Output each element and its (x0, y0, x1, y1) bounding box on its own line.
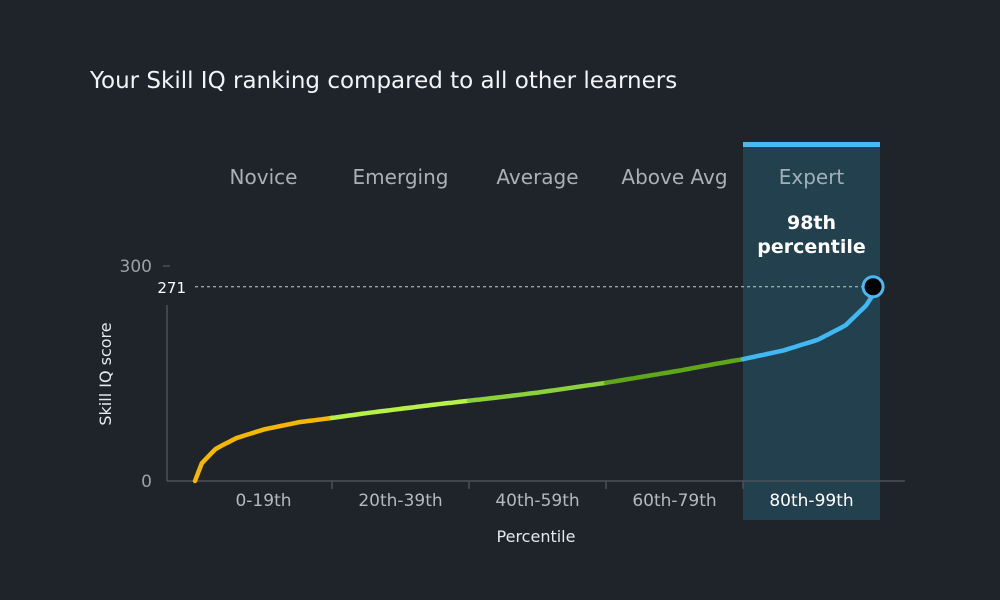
expert-highlight-bar (743, 142, 880, 147)
percentile-label: 98th (787, 212, 836, 234)
percentile-label: percentile (757, 236, 866, 258)
score-marker-dot (861, 275, 885, 299)
axes (163, 265, 905, 489)
level-label-emerging: Emerging (353, 165, 449, 189)
x-tick-labels: 0-19th 20th-39th 40th-59th 60th-79th 80th-99… (235, 491, 853, 511)
curve-segment-novice (192, 415, 335, 484)
y-tick-labels: 0 300 (120, 257, 152, 492)
score-curve (192, 281, 883, 484)
curve-segment-average (466, 380, 609, 403)
curve-segment-above-avg (603, 356, 746, 386)
score-value-label: 271 (157, 279, 186, 297)
y-tick-label: 0 (141, 472, 152, 492)
y-tick-label: 300 (120, 257, 152, 277)
level-label-novice: Novice (230, 165, 298, 189)
x-tick-label: 20th-39th (358, 491, 442, 511)
x-tick-label: 0-19th (235, 491, 291, 511)
level-label-above-avg: Above Avg (621, 165, 727, 189)
curve-segment-emerging (329, 398, 472, 421)
level-label-expert: Expert (779, 165, 845, 189)
level-label-average: Average (496, 165, 578, 189)
expert-highlight-band (743, 146, 880, 520)
chart-title: Your Skill IQ ranking compared to all ot… (89, 68, 677, 94)
x-tick-label: 40th-59th (495, 491, 579, 511)
curve-segment-expert (740, 281, 883, 362)
level-labels: Novice Emerging Average Above Avg Expert (230, 165, 845, 189)
x-tick-label: 60th-79th (632, 491, 716, 511)
x-tick-label: 80th-99th (769, 491, 853, 511)
x-axis-title: Percentile (497, 527, 576, 546)
y-axis-title: Skill IQ score (96, 322, 115, 425)
